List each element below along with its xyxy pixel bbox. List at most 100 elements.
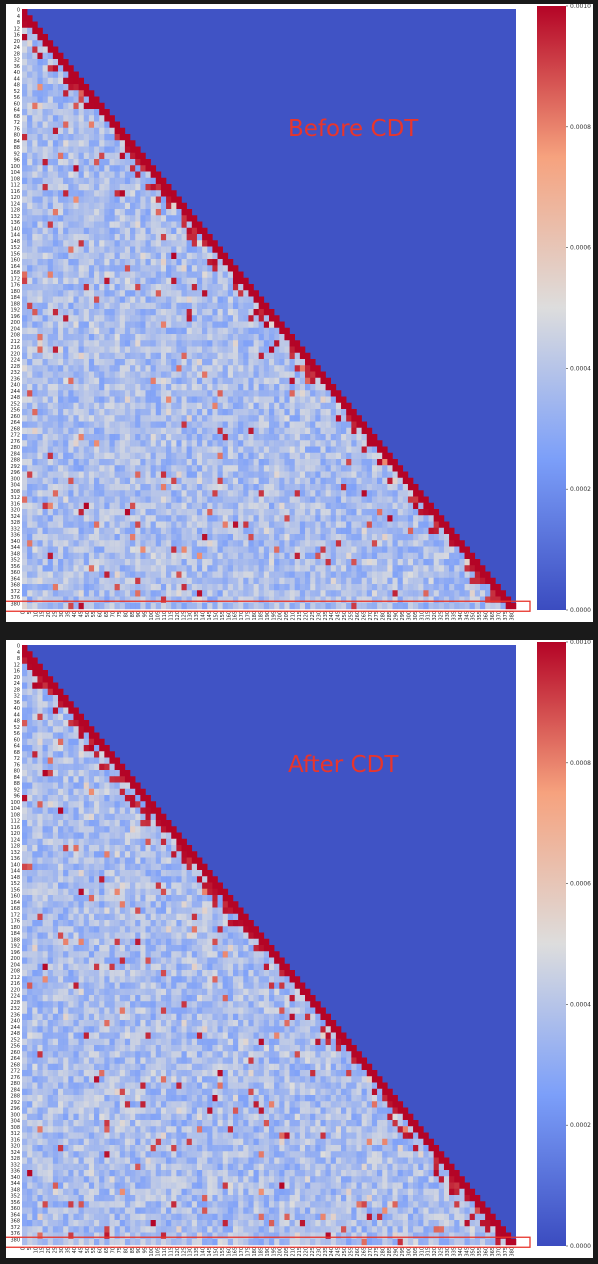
heatmap-cell <box>150 352 157 360</box>
heatmap-cell <box>78 127 84 135</box>
heatmap-cell <box>166 221 172 228</box>
y-tick-label: 220 <box>10 351 20 357</box>
heatmap-cell <box>202 427 208 435</box>
heatmap-cell <box>119 421 126 428</box>
heatmap-cell <box>402 552 409 560</box>
heatmap-cell <box>263 565 270 572</box>
heatmap-cell <box>109 359 115 366</box>
heatmap-cell <box>68 502 74 510</box>
heatmap-cell <box>166 302 172 310</box>
heatmap-cell <box>232 440 239 447</box>
heatmap-cell <box>37 440 43 447</box>
heatmap-cell <box>166 365 172 372</box>
heatmap-cell <box>248 321 254 328</box>
heatmap-cell <box>83 252 90 260</box>
heatmap-cell <box>99 271 105 278</box>
heatmap-cell <box>243 402 249 410</box>
heatmap-cell <box>171 452 177 460</box>
heatmap-cell <box>47 234 54 241</box>
heatmap-cell <box>124 559 131 566</box>
heatmap-cell <box>68 707 74 714</box>
heatmap-cell <box>191 421 198 428</box>
heatmap-cell <box>27 290 33 297</box>
heatmap-cell <box>63 209 69 216</box>
heatmap-cell <box>37 346 43 353</box>
heatmap-cell <box>58 271 64 278</box>
heatmap-cell <box>248 427 254 435</box>
heatmap-cell <box>140 427 146 435</box>
heatmap-cell <box>320 584 326 591</box>
heatmap-cell <box>289 521 295 528</box>
heatmap-cell <box>196 396 203 403</box>
heatmap-cell <box>88 584 95 591</box>
heatmap-cell <box>83 440 90 447</box>
heatmap-cell <box>155 409 162 416</box>
heatmap-cell <box>325 590 331 597</box>
heatmap-cell <box>47 707 54 714</box>
y-axis-ticks: 0481216202428323640444852566064687276808… <box>10 8 20 608</box>
x-tick-label: 375 <box>503 611 509 621</box>
heatmap-cell <box>27 271 33 278</box>
heatmap-cell <box>222 590 229 597</box>
heatmap-cell <box>47 590 54 597</box>
heatmap-cell <box>124 471 131 478</box>
heatmap-cell <box>366 552 373 560</box>
heatmap-cell <box>58 234 64 241</box>
heatmap-cell <box>196 484 203 491</box>
y-tick-label: 136 <box>10 220 20 226</box>
heatmap-cell <box>474 571 481 578</box>
heatmap-cell <box>88 540 95 547</box>
heatmap-cell <box>104 240 110 247</box>
heatmap-cell <box>104 465 110 472</box>
heatmap-cell <box>124 246 131 253</box>
heatmap-cell <box>232 334 239 341</box>
heatmap-cell <box>258 571 265 578</box>
heatmap-cell <box>63 571 69 578</box>
heatmap-cell <box>119 359 126 366</box>
heatmap-cell <box>47 745 54 752</box>
y-tick-label: 280 <box>10 445 20 451</box>
heatmap-cell <box>135 509 141 516</box>
heatmap-cell <box>196 371 203 378</box>
heatmap-cell <box>186 515 193 522</box>
heatmap-cell <box>42 246 48 253</box>
heatmap-cell <box>140 552 146 560</box>
heatmap-cell <box>145 246 151 253</box>
heatmap-cell <box>418 571 424 578</box>
heatmap-cell <box>27 440 33 447</box>
heatmap-cell <box>227 434 234 441</box>
heatmap-cell <box>94 346 100 353</box>
heatmap-cell <box>356 440 362 447</box>
heatmap-cell <box>119 471 126 478</box>
heatmap-cell <box>186 209 193 216</box>
x-tick-label: 40 <box>72 611 78 617</box>
heatmap-cell <box>94 109 100 116</box>
heatmap-cell <box>330 534 337 541</box>
heatmap-cell <box>310 365 316 372</box>
heatmap-cell <box>42 559 48 566</box>
heatmap-cell <box>449 527 455 535</box>
heatmap-cell <box>341 521 347 528</box>
heatmap-cell <box>42 359 48 366</box>
heatmap-cell <box>22 221 28 228</box>
heatmap-cell <box>196 384 203 391</box>
heatmap-cell <box>171 340 177 347</box>
heatmap-cell <box>22 590 28 597</box>
heatmap-cell <box>310 584 316 591</box>
heatmap-cell <box>284 327 290 335</box>
heatmap-cell <box>37 745 43 752</box>
heatmap-cell <box>392 459 398 466</box>
heatmap-cell <box>63 421 69 428</box>
heatmap-cell <box>258 427 265 435</box>
heatmap-cell <box>325 540 331 547</box>
heatmap-cell <box>274 540 280 547</box>
heatmap-cell <box>443 602 450 610</box>
heatmap-cell <box>73 602 79 610</box>
heatmap-cell <box>42 65 48 72</box>
heatmap-cell <box>32 446 38 453</box>
heatmap-cell <box>78 221 84 228</box>
heatmap-cell <box>160 259 167 266</box>
x-tick-label: 30 <box>59 611 65 617</box>
heatmap-cell <box>294 602 301 610</box>
heatmap-cell <box>52 409 59 416</box>
